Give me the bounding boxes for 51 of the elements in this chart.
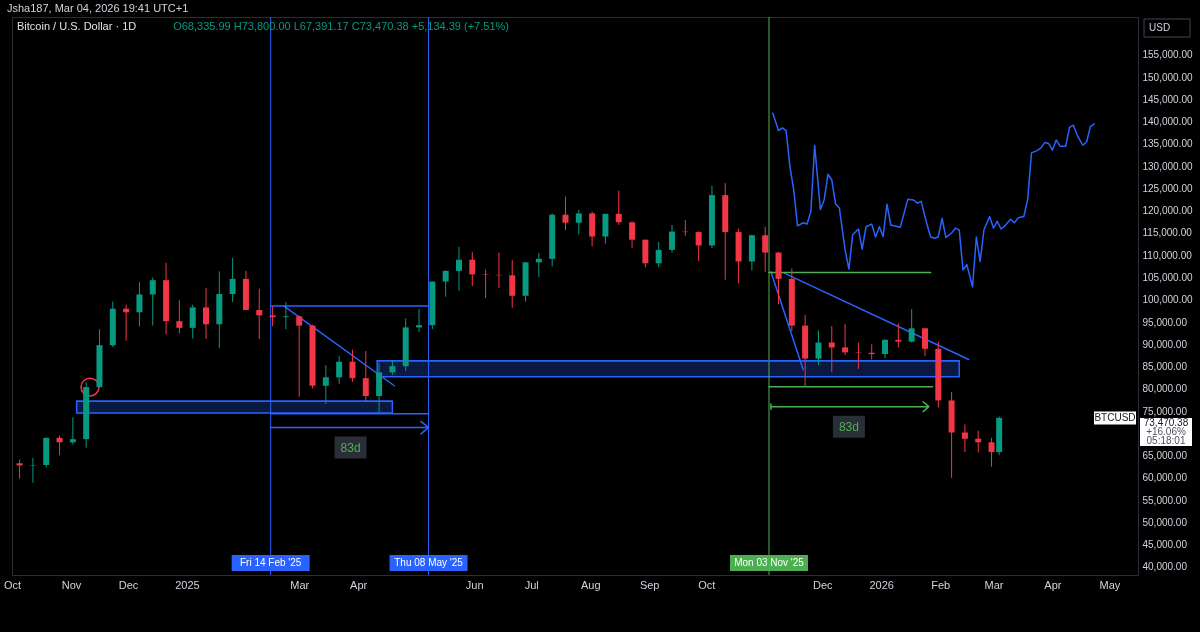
- text: 73,470.38: [1143, 416, 1189, 428]
- y-tick-label: 155,000.00: [1142, 49, 1193, 61]
- ref-line-label: Mon 03 Nov '25: [734, 557, 805, 568]
- y-tick-label: 100,000.00: [1142, 294, 1193, 306]
- y-tick-label: 95,000.00: [1142, 316, 1188, 328]
- y-tick-label: 120,000.00: [1142, 205, 1193, 217]
- y-tick-label: 115,000.00: [1142, 227, 1193, 239]
- annotation: 83d: [838, 419, 859, 434]
- text: Jsha187, Mar 04, 2026 19:41 UTC+1: [7, 2, 189, 14]
- x-tick-label: Jul: [524, 578, 539, 591]
- y-tick-label: 90,000.00: [1142, 338, 1188, 350]
- x-tick-label: May: [1099, 578, 1121, 591]
- y-tick-label: 75,000.00: [1142, 405, 1188, 417]
- x-tick-label: Oct: [698, 578, 716, 591]
- x-tick-label: Dec: [118, 578, 139, 591]
- x-tick-label: 2026: [869, 578, 894, 591]
- ref-line-label: Thu 08 May '25: [394, 557, 464, 568]
- y-tick-label: 150,000.00: [1142, 71, 1193, 83]
- y-tick-label: 110,000.00: [1142, 249, 1193, 261]
- annotation: BTCUSD: [1094, 411, 1136, 423]
- x-tick-label: 2025: [175, 578, 200, 591]
- x-tick-label: Apr: [1044, 578, 1062, 591]
- annotation: 83d: [340, 440, 361, 455]
- x-tick-label: Jun: [465, 578, 484, 591]
- y-tick-label: 50,000.00: [1142, 516, 1188, 528]
- x-tick-label: Mar: [984, 578, 1004, 591]
- chart-title: Bitcoin / U.S. Dollar · 1D: [17, 20, 137, 32]
- ref-line-label: Fri 14 Feb '25: [239, 557, 302, 568]
- y-tick-label: 130,000.00: [1142, 160, 1193, 172]
- y-tick-label: 145,000.00: [1142, 93, 1193, 105]
- x-tick-label: Mar: [290, 578, 310, 591]
- y-tick-label: 60,000.00: [1142, 472, 1188, 484]
- x-tick-label: Dec: [812, 578, 834, 591]
- x-tick-label: Sep: [639, 578, 660, 591]
- y-tick-label: 65,000.00: [1142, 450, 1188, 462]
- y-tick-label: 135,000.00: [1142, 138, 1193, 150]
- x-tick-label: Nov: [61, 578, 82, 591]
- x-tick-label: Oct: [3, 578, 22, 591]
- y-tick-label: 105,000.00: [1142, 272, 1193, 284]
- y-tick-label: 45,000.00: [1142, 539, 1188, 551]
- x-tick-label: Apr: [350, 578, 368, 591]
- y-tick-label: 80,000.00: [1142, 383, 1188, 395]
- x-tick-label: Aug: [580, 578, 601, 591]
- y-tick-label: 85,000.00: [1142, 361, 1188, 373]
- y-axis-title: USD: [1149, 22, 1171, 33]
- y-tick-label: 55,000.00: [1142, 494, 1188, 506]
- y-tick-label: 40,000.00: [1142, 561, 1188, 573]
- y-tick-label: 140,000.00: [1142, 116, 1193, 128]
- x-tick-label: Feb: [931, 578, 951, 591]
- y-tick-label: 125,000.00: [1142, 182, 1193, 194]
- text: 05:18:01: [1146, 434, 1186, 446]
